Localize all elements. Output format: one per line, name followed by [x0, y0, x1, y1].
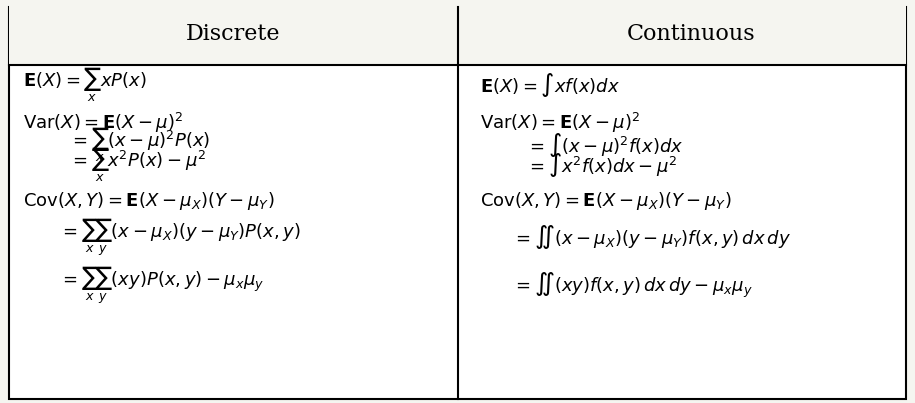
Bar	[9, 0, 906, 65]
Text: $\mathbf{E}(X) = \int xf(x)dx$: $\mathbf{E}(X) = \int xf(x)dx$	[480, 71, 620, 99]
Text: $= \sum_x\!\sum_y (xy)P(x,y) - \mu_x\mu_y$: $= \sum_x\!\sum_y (xy)P(x,y) - \mu_x\mu_…	[59, 264, 264, 306]
Text: $= \iint(x - \mu_X)(y - \mu_Y)f(x,y)\,dx\,dy$: $= \iint(x - \mu_X)(y - \mu_Y)f(x,y)\,dx…	[512, 223, 791, 251]
Text: Discrete: Discrete	[186, 23, 281, 45]
Text: $= \sum_x (x - \mu)^2 P(x)$: $= \sum_x (x - \mu)^2 P(x)$	[69, 126, 210, 164]
Text: $= \int(x - \mu)^2 f(x)dx$: $= \int(x - \mu)^2 f(x)dx$	[526, 131, 684, 159]
Text: $= \iint(xy)f(x,y)\,dx\,dy - \mu_x\mu_y$: $= \iint(xy)f(x,y)\,dx\,dy - \mu_x\mu_y$	[512, 270, 753, 299]
Text: $= \int x^2 f(x)dx - \mu^2$: $= \int x^2 f(x)dx - \mu^2$	[526, 151, 678, 179]
Text: $\mathrm{Cov}(X,Y) = \mathbf{E}(X - \mu_X)(Y - \mu_Y)$: $\mathrm{Cov}(X,Y) = \mathbf{E}(X - \mu_…	[23, 190, 274, 212]
Text: $\mathbf{E}(X) = \sum_x xP(x)$: $\mathbf{E}(X) = \sum_x xP(x)$	[23, 66, 146, 104]
Text: Continuous: Continuous	[627, 23, 755, 45]
Text: $\mathrm{Var}(X) = \mathbf{E}(X - \mu)^2$: $\mathrm{Var}(X) = \mathbf{E}(X - \mu)^2…	[480, 111, 640, 135]
Text: $\mathrm{Var}(X) = \mathbf{E}(X - \mu)^2$: $\mathrm{Var}(X) = \mathbf{E}(X - \mu)^2…	[23, 111, 183, 135]
Text: $= \sum_x\!\sum_y (x - \mu_X)(y - \mu_Y)P(x,y)$: $= \sum_x\!\sum_y (x - \mu_X)(y - \mu_Y)…	[59, 216, 301, 258]
Text: $= \sum_x x^2 P(x) - \mu^2$: $= \sum_x x^2 P(x) - \mu^2$	[69, 146, 206, 184]
Text: $\mathrm{Cov}(X,Y) = \mathbf{E}(X - \mu_X)(Y - \mu_Y)$: $\mathrm{Cov}(X,Y) = \mathbf{E}(X - \mu_…	[480, 190, 732, 212]
